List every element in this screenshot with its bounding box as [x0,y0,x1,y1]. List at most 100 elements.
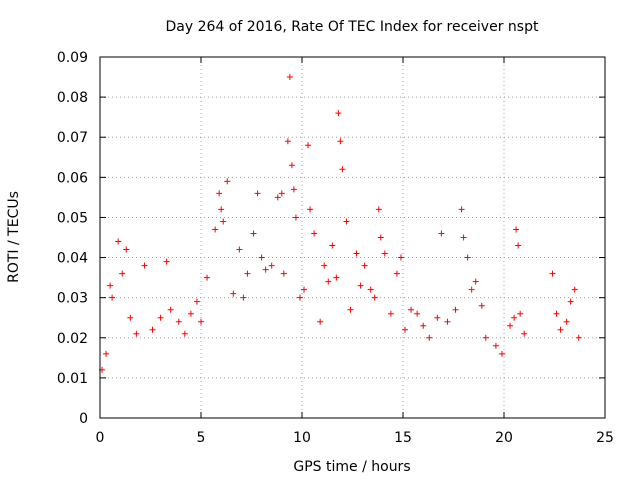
data-point [268,262,275,269]
data-point [371,294,378,301]
data-point [127,314,134,321]
data-point [311,230,318,237]
data-point [549,270,556,277]
data-point [274,194,281,201]
data-point [377,234,384,241]
data-point [375,206,382,213]
data-points [99,74,582,373]
data-point [292,214,299,221]
data-point [553,310,560,317]
data-point [426,334,433,341]
data-point [157,314,164,321]
y-axis-label: ROTI / TECUs [6,191,22,283]
data-point [286,74,293,81]
data-point [193,298,200,305]
data-point [357,282,364,289]
data-point [575,334,582,341]
data-point [434,314,441,321]
y-tick-label: 0.05 [57,210,88,226]
data-point [414,310,421,317]
data-point [109,294,116,301]
data-point [517,310,524,317]
data-point [103,350,110,357]
data-point [133,330,140,337]
data-point [218,206,225,213]
x-axis-ticks: 0 5 10 15 20 25 [96,430,614,446]
data-point [167,306,174,313]
data-point [181,330,188,337]
data-point [307,206,314,213]
chart-title: Day 264 of 2016, Rate Of TEC Index for r… [166,19,539,35]
data-point [230,290,237,297]
data-point [367,286,374,293]
data-point [250,230,257,237]
data-point [563,318,570,325]
data-point [305,142,312,149]
data-point [107,282,114,289]
data-point [258,254,265,261]
data-point [187,310,194,317]
data-point [296,294,303,301]
y-tick-label: 0.04 [57,251,88,267]
data-point [452,306,459,313]
data-point [511,314,518,321]
data-point [507,322,514,329]
y-tick-label: 0.02 [57,331,88,347]
data-point [460,234,467,241]
y-tick-label: 0.08 [57,90,88,106]
data-point [321,262,328,269]
data-point [387,310,394,317]
data-point [284,138,291,145]
y-tick-label: 0.07 [57,130,88,146]
data-point [478,302,485,309]
x-axis-label: GPS time / hours [293,459,410,475]
data-point [337,138,344,145]
data-point [492,342,499,349]
data-point [353,250,360,257]
data-point [141,262,148,269]
data-point [482,334,489,341]
data-point [408,306,415,313]
data-point [240,294,247,301]
data-point [464,254,471,261]
data-point [236,246,243,253]
tick-marks [99,56,606,419]
data-point [498,350,505,357]
data-point [288,162,295,169]
data-point [280,270,287,277]
data-point [567,298,574,305]
data-point [571,286,578,293]
data-point [262,266,269,273]
y-tick-label: 0 [79,411,88,427]
grid-lines [100,57,605,418]
data-point [402,326,409,333]
data-point [397,254,404,261]
data-point [472,278,479,285]
data-point [335,110,342,117]
data-point [123,246,130,253]
data-point [333,274,340,281]
data-point [198,318,204,325]
y-axis-ticks: 0 0.01 0.02 0.03 0.04 0.05 0.06 0.07 0.08 0.09 [57,50,88,427]
data-point [244,270,251,277]
data-point [317,318,324,325]
x-tick-label: 0 [96,430,105,446]
data-point [329,242,336,249]
data-point [220,218,227,225]
data-point [339,166,346,173]
data-point [468,286,475,293]
data-point [278,190,285,197]
data-point [515,242,522,249]
x-tick-label: 5 [197,430,206,446]
data-point [325,278,332,285]
data-point [301,286,308,293]
data-point [513,226,520,233]
data-point [216,190,223,197]
y-tick-label: 0.03 [57,291,88,307]
x-tick-label: 25 [596,430,614,446]
data-point [521,330,528,337]
data-point [444,318,451,325]
data-point [163,258,170,265]
data-point [343,218,350,225]
